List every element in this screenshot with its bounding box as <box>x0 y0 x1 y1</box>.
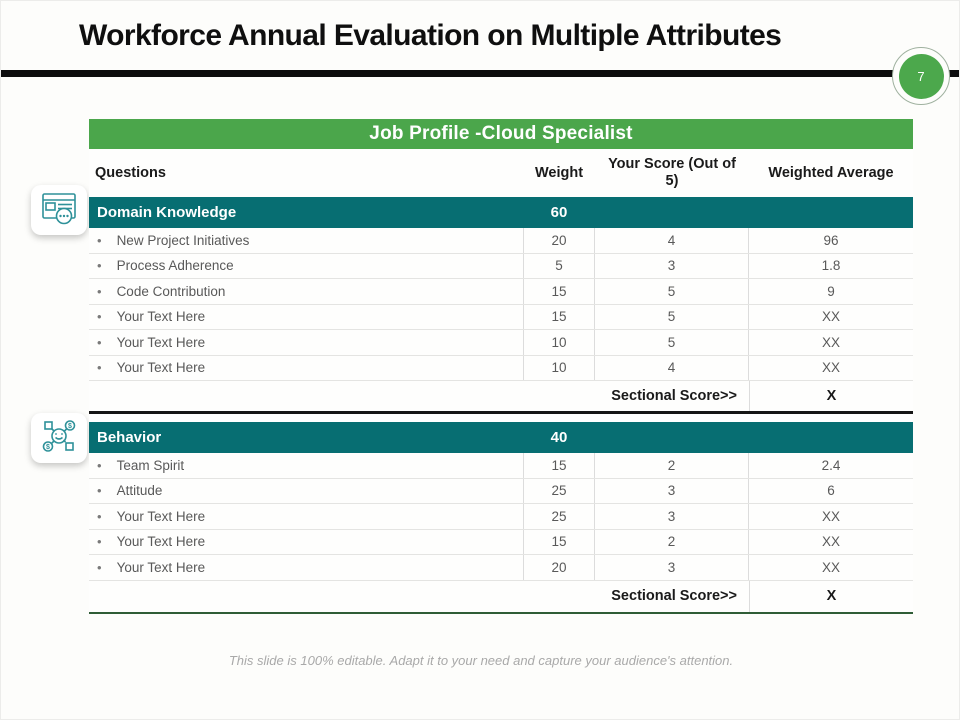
question-label: Your Text Here <box>116 559 206 575</box>
bullet-icon <box>97 534 102 549</box>
score-value: 4 <box>595 355 749 380</box>
section-icon-card-domain <box>31 185 87 235</box>
section-name: Behavior <box>97 429 162 446</box>
sectional-score-label: Sectional Score>> <box>611 588 737 604</box>
question-label: Your Text Here <box>116 360 206 376</box>
weight-value: 25 <box>523 504 595 529</box>
sectional-score-row: Sectional Score>> X <box>89 580 913 614</box>
question-label: New Project Initiatives <box>116 232 250 248</box>
weighted-average-value: XX <box>821 309 840 325</box>
table-row: Attitude 25 3 6 <box>89 478 913 504</box>
score-value: 3 <box>595 555 749 580</box>
sectional-score-row: Sectional Score>> X <box>89 381 913 414</box>
table-row: Your Text Here 15 5 XX <box>89 304 913 330</box>
svg-text:$: $ <box>46 444 50 451</box>
question-label: Your Text Here <box>116 508 206 524</box>
question-label: Your Text Here <box>116 309 206 325</box>
table-column-header: Questions Weight Your Score (Out of 5) W… <box>89 149 913 197</box>
question-label: Your Text Here <box>116 334 206 350</box>
table-row: Your Text Here 15 2 XX <box>89 529 913 555</box>
page-title: Workforce Annual Evaluation on Multiple … <box>79 19 782 52</box>
bullet-icon <box>97 360 102 375</box>
score-value: 3 <box>595 504 749 529</box>
table-row: Team Spirit 15 2 2.4 <box>89 453 913 479</box>
table-row: Your Text Here 20 3 XX <box>89 555 913 581</box>
weight-value: 15 <box>523 304 595 329</box>
sectional-score-value: X <box>749 381 913 411</box>
talent-network-icon: $ $ <box>39 418 79 459</box>
column-header-questions: Questions <box>95 165 166 181</box>
weighted-average-value: 6 <box>827 483 835 499</box>
weighted-average-value: 9 <box>827 283 835 299</box>
weight-value: 10 <box>523 330 595 355</box>
question-label: Code Contribution <box>116 283 226 299</box>
table-title: Job Profile -Cloud Specialist <box>89 119 913 149</box>
evaluation-table: Job Profile -Cloud Specialist Questions … <box>89 119 913 614</box>
sectional-score-value: X <box>749 580 913 612</box>
column-header-weighted-average: Weighted Average <box>768 165 894 181</box>
score-value: 2 <box>595 453 749 478</box>
score-value: 3 <box>595 253 749 278</box>
weighted-average-value: 2.4 <box>821 457 841 473</box>
score-value: 5 <box>595 330 749 355</box>
score-value: 5 <box>595 279 749 304</box>
weighted-average-value: 96 <box>823 232 839 248</box>
score-value: 2 <box>595 529 749 554</box>
table-row: New Project Initiatives 20 4 96 <box>89 228 913 254</box>
bullet-icon <box>97 284 102 299</box>
dashboard-chat-icon <box>39 190 79 231</box>
title-divider <box>1 70 959 77</box>
question-label: Process Adherence <box>116 258 234 274</box>
footer-note: This slide is 100% editable. Adapt it to… <box>228 653 734 668</box>
weighted-average-value: XX <box>821 534 840 550</box>
score-value: 4 <box>595 228 749 253</box>
section-weight: 40 <box>550 429 568 446</box>
weight-value: 15 <box>523 453 595 478</box>
bullet-icon <box>97 560 102 575</box>
column-header-score: Your Score (Out of 5) <box>608 156 736 189</box>
section-gap <box>89 414 913 422</box>
bullet-icon <box>97 233 102 248</box>
bullet-icon <box>97 335 102 350</box>
section-weight: 60 <box>550 204 568 221</box>
weighted-average-value: XX <box>821 360 840 376</box>
weighted-average-value: XX <box>821 334 840 350</box>
weight-value: 25 <box>523 478 595 503</box>
weighted-average-value: 1.8 <box>821 258 841 274</box>
bullet-icon <box>97 309 102 324</box>
bullet-icon <box>97 509 102 524</box>
page-number-badge: 7 <box>892 47 950 105</box>
question-label: Your Text Here <box>116 534 206 550</box>
bullet-icon <box>97 483 102 498</box>
bullet-icon <box>97 458 102 473</box>
weighted-average-value: XX <box>821 508 840 524</box>
svg-text:$: $ <box>68 423 72 430</box>
page-number: 7 <box>898 53 944 99</box>
score-value: 5 <box>595 304 749 329</box>
table-row: Your Text Here 10 5 XX <box>89 330 913 356</box>
table-row: Your Text Here 25 3 XX <box>89 504 913 530</box>
section-header-domain-knowledge: Domain Knowledge 60 <box>89 197 913 228</box>
sectional-score-label: Sectional Score>> <box>611 388 737 404</box>
section-name: Domain Knowledge <box>97 204 237 221</box>
table-row: Code Contribution 15 5 9 <box>89 279 913 305</box>
question-label: Team Spirit <box>116 457 185 473</box>
question-label: Attitude <box>116 483 163 499</box>
weight-value: 15 <box>523 279 595 304</box>
weight-value: 10 <box>523 355 595 380</box>
table-row: Process Adherence 5 3 1.8 <box>89 253 913 279</box>
bullet-icon <box>97 258 102 273</box>
weight-value: 20 <box>523 555 595 580</box>
section-icon-card-behavior: $ $ <box>31 413 87 463</box>
weight-value: 15 <box>523 529 595 554</box>
weight-value: 5 <box>523 253 595 278</box>
table-row: Your Text Here 10 4 XX <box>89 355 913 381</box>
score-value: 3 <box>595 478 749 503</box>
column-header-weight: Weight <box>534 165 584 181</box>
weighted-average-value: XX <box>821 559 840 575</box>
weight-value: 20 <box>523 228 595 253</box>
section-header-behavior: Behavior 40 <box>89 422 913 453</box>
